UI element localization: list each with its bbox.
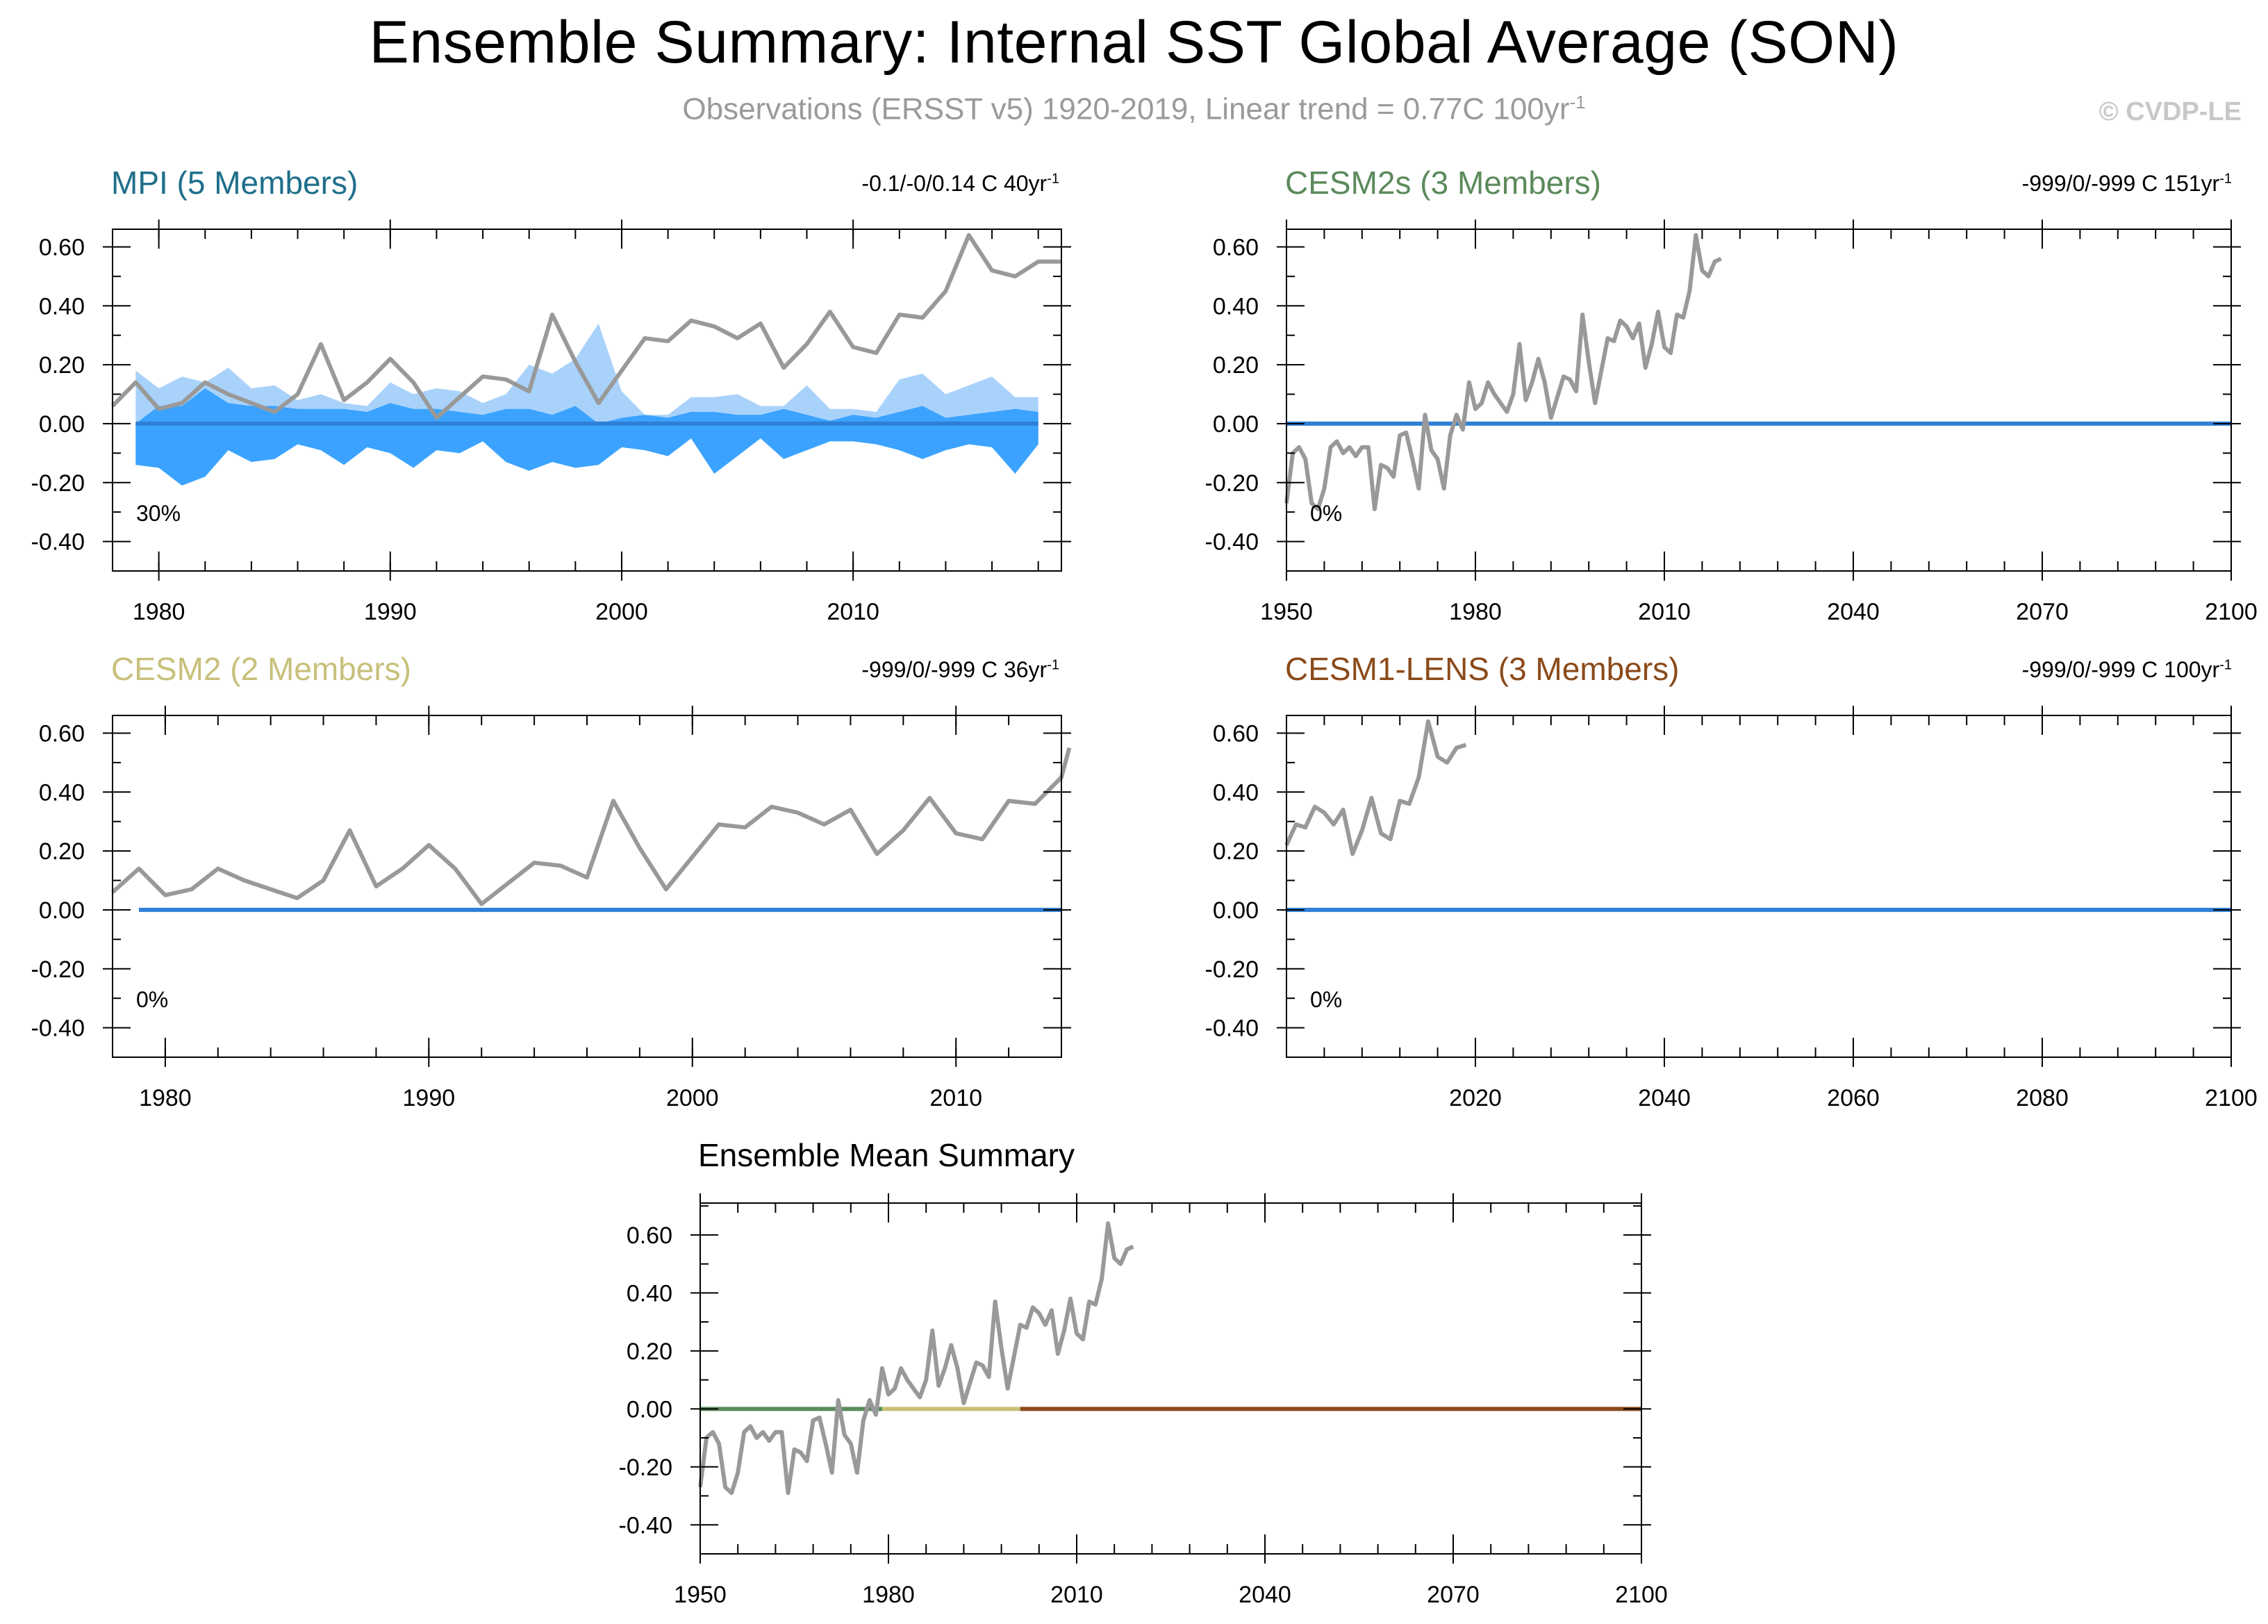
panel-trend-cesm2s: -999/0/-999 C 151yr-1 [2022,171,2232,197]
subtitle: Observations (ERSST v5) 1920-2019, Linea… [0,92,2268,127]
y-tick-label: -0.40 [31,529,85,556]
y-tick-label: 0.40 [39,293,85,320]
y-tick-label: 0.20 [1213,838,1259,865]
spread-band-lower [135,423,1038,486]
y-tick-label: 0.60 [627,1223,672,1249]
y-tick-label: 0.20 [39,838,85,865]
plot-frame [112,229,1062,572]
y-tick-label: -0.20 [619,1455,673,1481]
x-tick-label: 2100 [2205,1085,2258,1111]
percent-label: 30% [136,501,181,526]
panel-title-cesm2s: CESM2s (3 Members) [1285,165,1601,201]
y-tick-label: 0.40 [627,1280,672,1307]
y-tick-label: -0.20 [31,470,85,497]
x-tick-label: 2100 [1615,1582,1668,1608]
percent-label: 0% [1310,987,1342,1012]
y-tick-label: 0.20 [1213,352,1259,379]
percent-label: 0% [136,987,168,1012]
x-tick-label: 2020 [1449,1085,1502,1111]
x-tick-label: 2070 [2016,599,2069,625]
main-title: Ensemble Summary: Internal SST Global Av… [369,9,1899,76]
x-tick-label: 1980 [1449,599,1502,625]
y-tick-label: 0.60 [39,720,85,747]
y-tick-label: 0.60 [1213,234,1259,260]
y-tick-label: 0.20 [39,352,85,379]
x-tick-label: 2010 [1050,1582,1103,1608]
y-tick-label: -0.40 [619,1512,673,1539]
panel-trend-cesm2-sup: -1 [1047,657,1059,673]
x-tick-label: 2010 [929,1085,982,1111]
y-tick-label: 0.40 [39,779,85,806]
credit-label: © CVDP-LE [2099,97,2242,126]
y-tick-label: 0.00 [39,411,85,438]
panel-title-ensemble-mean: Ensemble Mean Summary [698,1137,1075,1173]
x-tick-label: 2040 [1638,1085,1691,1111]
x-tick-label: 1990 [403,1085,456,1111]
plot-frame [1286,229,2232,572]
x-tick-label: 2000 [666,1085,719,1111]
observations-line [698,1221,1134,1495]
x-tick-label: 1980 [139,1085,192,1111]
observations-line [111,747,1072,906]
subtitle-superscript: -1 [1569,92,1586,113]
panel-trend-mpi-sup: -1 [1047,171,1059,187]
observations-line [1284,233,1722,511]
x-tick-label: 2040 [1827,599,1880,625]
x-tick-label: 2040 [1239,1582,1291,1608]
observations-line [110,233,1061,420]
x-tick-label: 2000 [595,599,648,625]
x-tick-label: 1950 [1260,599,1313,625]
x-tick-label: 1990 [364,599,417,625]
x-tick-label: 2080 [2016,1085,2069,1111]
y-tick-label: 0.00 [1213,411,1259,438]
y-tick-label: -0.20 [31,956,85,983]
y-tick-label: -0.20 [1205,470,1259,497]
plot-frame [1286,715,2232,1058]
panel-trend-cesm1-lens-sup: -1 [2219,657,2232,673]
panel-trend-cesm1-lens: -999/0/-999 C 100yr-1 [2022,657,2232,683]
x-tick-label: 2100 [2205,599,2258,625]
x-tick-label: 1950 [674,1582,727,1608]
panel-trend-mpi-text: -0.1/-0/0.14 C 40yr [861,171,1048,196]
x-tick-label: 1980 [862,1582,915,1608]
subtitle-text: Observations (ERSST v5) 1920-2019, Linea… [682,92,1570,126]
y-tick-label: 0.40 [1213,293,1259,320]
y-tick-label: 0.40 [1213,779,1259,806]
y-tick-label: 0.60 [39,234,85,260]
x-tick-label: 2060 [1827,1085,1880,1111]
x-tick-label: 1980 [133,599,185,625]
y-tick-label: 0.20 [627,1339,672,1365]
y-tick-label: 0.00 [627,1396,672,1423]
y-tick-label: -0.40 [1205,1016,1259,1042]
panel-trend-cesm1-lens-text: -999/0/-999 C 100yr [2021,657,2220,682]
y-tick-label: -0.40 [31,1016,85,1042]
panel-trend-mpi: -0.1/-0/0.14 C 40yr-1 [861,171,1059,197]
panel-trend-cesm2: -999/0/-999 C 36yr-1 [861,657,1059,683]
panel-title-cesm1-lens: CESM1-LENS (3 Members) [1285,651,1680,687]
y-tick-label: -0.40 [1205,529,1259,556]
x-tick-label: 2070 [1427,1582,1480,1608]
y-tick-label: 0.00 [39,897,85,924]
y-tick-label: -0.20 [1205,956,1259,983]
y-tick-label: 0.60 [1213,720,1259,747]
panel-trend-cesm2s-text: -999/0/-999 C 151yr [2021,171,2220,196]
x-tick-label: 2010 [1638,599,1691,625]
observations-line [1284,719,1467,856]
panel-trend-cesm2-text: -999/0/-999 C 36yr [861,657,1048,682]
percent-label: 0% [1310,501,1342,526]
panel-trend-cesm2s-sup: -1 [2219,171,2232,187]
x-tick-label: 2010 [827,599,879,625]
panel-title-mpi: MPI (5 Members) [111,165,358,201]
plot-frame [700,1202,1642,1555]
y-tick-label: 0.00 [1213,897,1259,924]
panel-title-cesm2: CESM2 (2 Members) [111,651,411,687]
